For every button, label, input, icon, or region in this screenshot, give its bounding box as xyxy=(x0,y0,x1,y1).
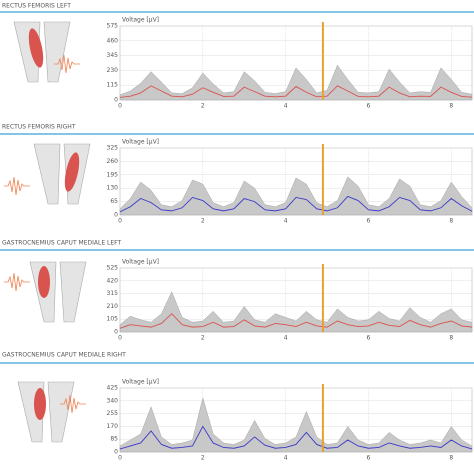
y-tick-label: 105 xyxy=(107,316,119,323)
x-tick-label: 0 xyxy=(118,218,122,225)
y-axis-label: Voltage [µV] xyxy=(122,17,159,24)
envelope-line xyxy=(119,425,473,450)
panel-title: GASTROCNEMIUS CAPUT MEDIALE RIGHT xyxy=(2,352,126,359)
y-tick-label: 315 xyxy=(107,290,119,297)
y-tick-label: 0 xyxy=(114,212,118,219)
x-tick-label: 4 xyxy=(284,218,288,225)
x-tick-label: 6 xyxy=(367,103,371,110)
y-tick-label: 170 xyxy=(107,423,119,430)
y-axis-label: Voltage [µV] xyxy=(122,139,159,146)
y-axis-label: Voltage [µV] xyxy=(122,259,159,266)
panel-title: RECTUS FEMORIS LEFT xyxy=(2,3,71,10)
x-tick-label: 8 xyxy=(449,335,453,342)
y-tick-label: 525 xyxy=(107,265,119,272)
y-tick-label: 340 xyxy=(107,397,119,404)
y-tick-label: 0 xyxy=(114,449,118,456)
y-tick-label: 460 xyxy=(107,37,119,44)
x-tick-label: 2 xyxy=(201,335,205,342)
x-tick-label: 6 xyxy=(367,455,371,462)
panel-title: RECTUS FEMORIS RIGHT xyxy=(2,124,76,131)
y-tick-label: 130 xyxy=(107,185,119,192)
x-tick-label: 0 xyxy=(118,335,122,342)
panel-title: GASTROCNEMIUS CAPUT MEDIALE LEFT xyxy=(2,240,122,247)
y-tick-label: 230 xyxy=(107,67,119,74)
y-tick-label: 85 xyxy=(110,436,118,443)
y-axis-label: Voltage [µV] xyxy=(122,379,159,386)
x-tick-label: 0 xyxy=(118,103,122,110)
y-tick-label: 255 xyxy=(107,410,119,417)
y-tick-label: 195 xyxy=(107,171,119,178)
envelope-line xyxy=(119,85,473,98)
y-tick-label: 345 xyxy=(107,52,119,59)
raw-signal-area xyxy=(119,291,473,333)
x-tick-label: 8 xyxy=(449,103,453,110)
muscle-illustration xyxy=(3,143,91,205)
muscle-illustration xyxy=(3,261,87,323)
x-tick-label: 6 xyxy=(367,218,371,225)
x-tick-label: 8 xyxy=(449,455,453,462)
x-tick-label: 4 xyxy=(284,455,288,462)
x-tick-label: 2 xyxy=(201,103,205,110)
envelope-line xyxy=(119,313,473,329)
y-tick-label: 325 xyxy=(107,145,119,152)
y-tick-label: 210 xyxy=(107,303,119,310)
y-tick-label: 425 xyxy=(107,385,119,392)
x-tick-label: 8 xyxy=(449,218,453,225)
y-tick-label: 420 xyxy=(107,277,119,284)
x-tick-label: 6 xyxy=(367,335,371,342)
x-tick-label: 2 xyxy=(201,218,205,225)
y-tick-label: 0 xyxy=(114,329,118,336)
x-tick-label: 4 xyxy=(284,103,288,110)
muscle-illustration xyxy=(17,381,87,443)
y-tick-label: 115 xyxy=(107,82,119,89)
x-tick-label: 0 xyxy=(118,455,122,462)
y-tick-label: 0 xyxy=(114,97,118,104)
y-tick-label: 260 xyxy=(107,158,119,165)
x-tick-label: 2 xyxy=(201,455,205,462)
x-tick-label: 4 xyxy=(284,335,288,342)
raw-signal-area xyxy=(119,397,473,453)
raw-signal-area xyxy=(119,176,473,216)
envelope-line xyxy=(119,195,473,213)
y-tick-label: 575 xyxy=(107,23,119,30)
muscle-illustration xyxy=(13,21,81,83)
y-tick-label: 65 xyxy=(110,198,118,205)
